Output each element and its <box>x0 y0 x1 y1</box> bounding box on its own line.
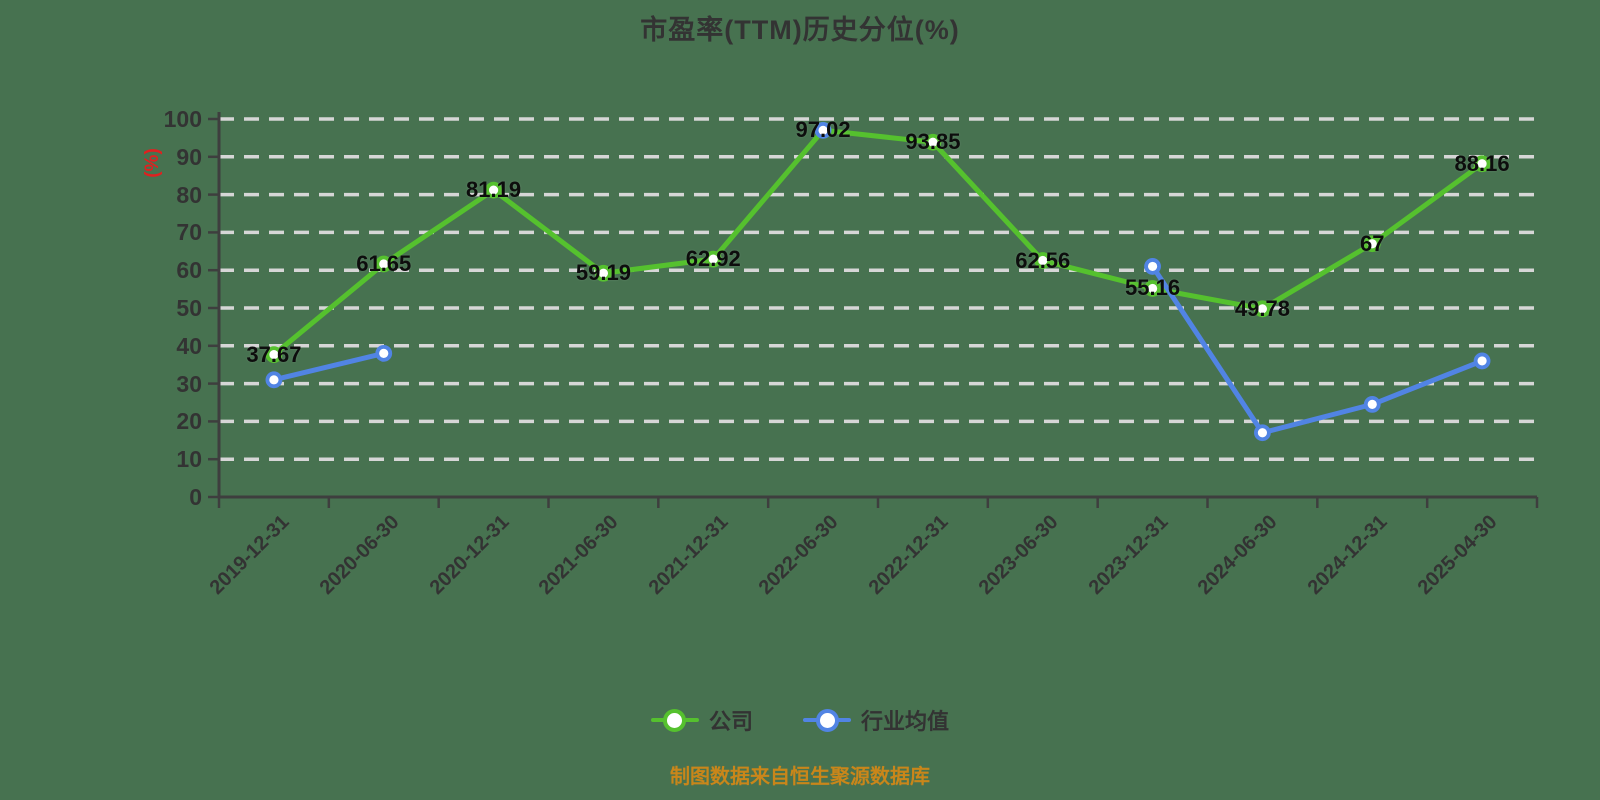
industry-marker <box>1363 395 1381 413</box>
company-marker <box>924 133 942 151</box>
company-marker <box>704 250 722 268</box>
company-marker <box>1473 155 1491 173</box>
industry-line <box>1150 263 1485 436</box>
company-marker <box>1144 280 1161 297</box>
industry-marker <box>1144 258 1161 275</box>
chart-title: 市盈率(TTM)历史分位(%) <box>640 15 960 45</box>
industry-marker <box>814 121 832 139</box>
company-marker <box>1363 235 1381 253</box>
company-marker <box>375 255 393 273</box>
company-marker <box>265 346 283 364</box>
data-source-note: 制图数据来自恒生聚源数据库 <box>670 766 930 788</box>
company-legend-marker-icon <box>650 708 699 732</box>
industry-marker <box>1254 424 1271 442</box>
legend-item-company[interactable]: 公司 <box>650 704 753 736</box>
legend: 公司 行业均值 <box>0 704 1600 736</box>
industry-marker <box>1473 352 1491 370</box>
company-marker <box>1254 300 1271 318</box>
legend-item-industry[interactable]: 行业均值 <box>803 704 949 736</box>
company-marker <box>1034 252 1052 269</box>
company-marker <box>485 181 502 199</box>
legend-label: 公司 <box>708 709 753 734</box>
industry-marker <box>375 344 393 362</box>
industry-line <box>271 350 387 383</box>
legend-label: 行业均值 <box>861 709 950 734</box>
industry-marker <box>265 371 283 389</box>
company-line <box>271 127 1485 358</box>
company-marker <box>595 264 612 282</box>
industry-legend-marker-icon <box>803 708 851 732</box>
